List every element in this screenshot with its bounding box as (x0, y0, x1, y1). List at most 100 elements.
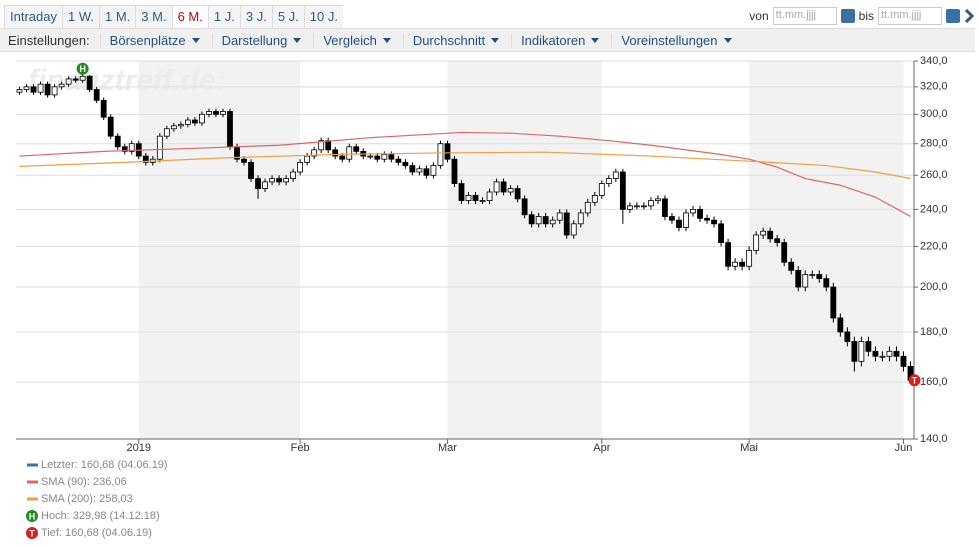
range-bar: Intraday 1 W. 1 M. 3 M. 6 M. 1 J. 3 J. 5 J. 10 J… (4, 5, 974, 29)
menu-button[interactable]: Börsenplätze (99, 32, 212, 48)
candle-body (591, 195, 598, 203)
y-tick-label: 180,0 (920, 326, 948, 338)
candle-body (437, 143, 444, 166)
legend-label: SMA (200): 258,03 (41, 493, 133, 505)
candle-body (93, 89, 100, 101)
candle-body (690, 208, 696, 214)
candle-body (458, 183, 465, 201)
candle-body (79, 75, 86, 81)
menu-button[interactable]: Indikatoren (511, 32, 611, 48)
menu-button[interactable]: Darstellung (211, 32, 314, 48)
candle-body (444, 143, 451, 160)
marker-label: T (912, 376, 918, 386)
candle-body (72, 78, 79, 81)
candle-body (507, 188, 514, 193)
range-tab[interactable]: 5 J. (271, 5, 304, 29)
candle-body (430, 165, 437, 176)
candle-body (662, 198, 668, 217)
y-tick-label: 140,0 (920, 433, 948, 445)
watermark: finanztreff.de: (28, 64, 226, 97)
candle-body (276, 178, 282, 183)
calendar-icon[interactable] (946, 9, 960, 23)
candle-body (339, 155, 346, 160)
candle-body (816, 274, 823, 280)
to-label: bis (858, 9, 874, 23)
candle-body (725, 242, 731, 267)
marker-label: H (79, 64, 86, 74)
candle-body (697, 208, 703, 219)
candle-body (879, 355, 886, 358)
marker: H (76, 62, 89, 75)
legend-label: SMA (90): 236,06 (41, 476, 127, 488)
marker-circle (76, 62, 89, 75)
candle-body (290, 171, 297, 179)
candle-body (732, 261, 739, 267)
range-tab[interactable]: 1 W. (61, 5, 99, 29)
x-tick-label: Apr (593, 442, 610, 454)
candle-body (220, 111, 226, 115)
range-tab[interactable]: 6 M. (171, 5, 208, 29)
candle-body (809, 274, 816, 276)
candle-body (65, 78, 72, 85)
menu-button[interactable]: Voreinstellungen (611, 32, 743, 48)
candle-body (37, 83, 44, 93)
range-tab[interactable]: 1 J. (207, 5, 240, 29)
next-arrow[interactable] (964, 9, 974, 23)
candle-body (781, 242, 788, 263)
candle-body (51, 86, 58, 96)
candle-body (227, 111, 233, 148)
candle-body (163, 128, 170, 137)
candle-body (900, 355, 907, 367)
candle-body (479, 200, 486, 202)
calendar-icon[interactable] (840, 9, 855, 23)
candle-body (598, 183, 605, 196)
range-tabs: Intraday 1 W. 1 M. 3 M. 6 M. 1 J. 3 J. 5 J. 10 J… (4, 5, 343, 29)
candle-body (472, 195, 479, 201)
x-tick-label: Mai (740, 442, 758, 454)
menu-button[interactable]: Durchschnitt (402, 32, 511, 48)
range-tab[interactable]: 3 J. (239, 5, 272, 29)
candle-body (16, 89, 23, 93)
candle-body (802, 274, 809, 288)
candle-body (669, 216, 675, 221)
settings-bar: Einstellungen: Börsenplätze Darstellung Ve… (0, 28, 975, 52)
candle-body (633, 205, 640, 208)
candle-body (605, 178, 612, 184)
marker-circle (908, 374, 921, 387)
candle-body (23, 86, 30, 90)
candle-body (395, 158, 402, 163)
candle-body (255, 178, 261, 189)
range-tab[interactable]: Intraday (4, 5, 62, 29)
candle-body (570, 223, 577, 236)
y-tick-label: 340,0 (920, 55, 948, 67)
chart: finanztreff.de: 140,0 160,0 180,0 200,0 220,0… (16, 55, 948, 539)
candle-body (528, 214, 535, 225)
y-tick-label: 160,0 (920, 376, 948, 388)
month-band (138, 61, 301, 439)
candle-body (374, 155, 381, 160)
candle-body (683, 212, 689, 228)
candle-body (381, 154, 388, 160)
candle-body (851, 341, 858, 362)
candle-body (128, 143, 135, 152)
candle-body (640, 205, 647, 208)
y-tick-label: 220,0 (920, 240, 948, 252)
candle-body (556, 212, 563, 221)
range-tab[interactable]: 3 M. (135, 5, 172, 29)
marker: H (26, 510, 38, 522)
candle-body (353, 146, 360, 152)
candle-body (563, 212, 570, 236)
from-input[interactable]: tt.mm.jjjj (772, 7, 837, 25)
candle-body (711, 219, 717, 225)
candle-body (760, 230, 767, 236)
candle-body (549, 219, 556, 225)
to-input[interactable]: tt.mm.jjjj (878, 7, 942, 25)
x-tick-label: 2019 (127, 442, 151, 454)
candle-body (416, 168, 423, 173)
menu-button[interactable]: Vergleich (313, 32, 402, 48)
range-tab[interactable]: 1 M. (99, 5, 136, 29)
candle-body (206, 111, 212, 115)
range-tab[interactable]: 10 J. (303, 5, 343, 29)
sma-line (19, 131, 911, 217)
